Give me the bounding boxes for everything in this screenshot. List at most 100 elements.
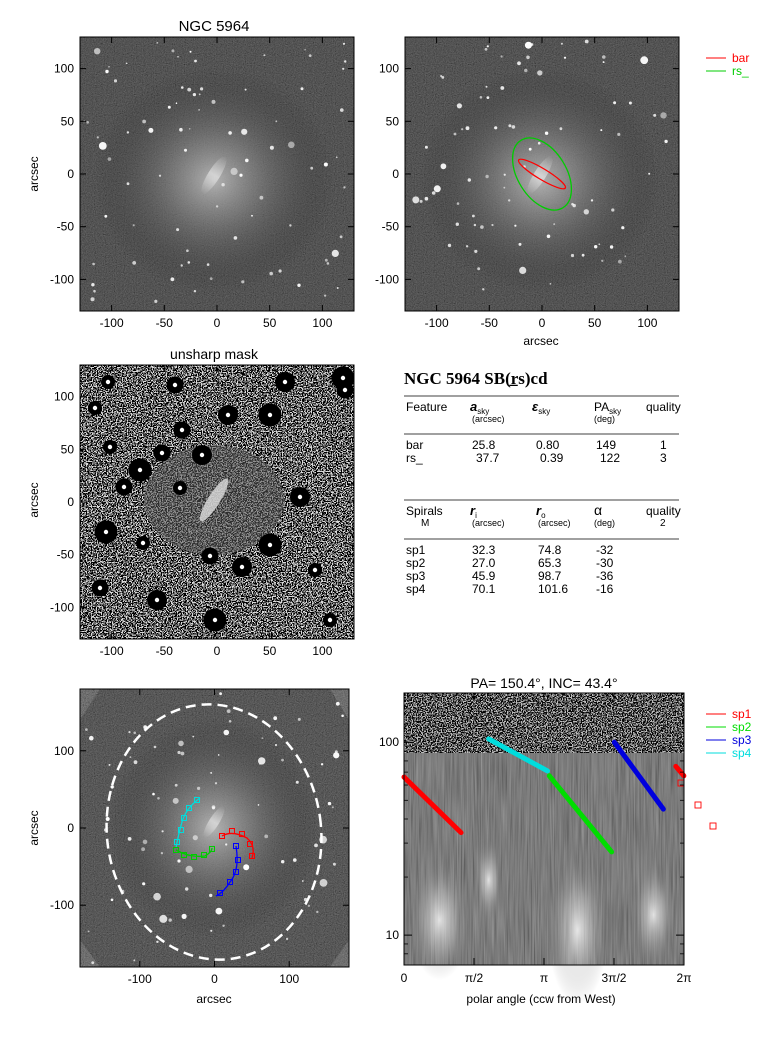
panel-polar-plot <box>401 692 717 1005</box>
star <box>600 129 603 132</box>
star <box>340 108 344 112</box>
star <box>159 914 168 923</box>
star <box>453 132 457 136</box>
star <box>456 103 462 109</box>
star <box>200 87 204 91</box>
star <box>511 125 516 129</box>
star <box>324 294 327 297</box>
y-tick-label: 100 <box>379 735 399 749</box>
star <box>572 203 576 208</box>
x-tick-label: 100 <box>312 316 332 330</box>
x-tick-label: 0 <box>214 644 221 658</box>
mask-star <box>212 617 218 623</box>
star <box>537 70 543 76</box>
x-tick-label: -50 <box>156 316 174 330</box>
star <box>327 801 332 806</box>
star <box>524 68 528 73</box>
star <box>154 299 158 303</box>
spiral-ro: 74.8 <box>538 543 562 557</box>
star <box>618 259 622 264</box>
mask-star <box>199 452 205 458</box>
star <box>223 729 230 736</box>
star <box>336 287 339 289</box>
arc-marker <box>235 857 241 863</box>
star <box>474 249 478 253</box>
star <box>278 269 282 273</box>
star <box>179 127 183 132</box>
star <box>514 224 517 227</box>
series-sp3 <box>611 739 666 812</box>
star <box>125 62 128 65</box>
star <box>486 45 489 48</box>
star <box>285 937 289 941</box>
star <box>210 771 213 774</box>
star <box>289 224 292 227</box>
x-tick-label: π/2 <box>465 971 484 985</box>
star <box>142 839 148 845</box>
star <box>482 288 485 291</box>
star <box>544 131 549 135</box>
star <box>660 112 667 119</box>
x-tick-label: 0 <box>211 972 218 986</box>
star <box>293 858 297 862</box>
y-tick-label: 100 <box>379 62 399 76</box>
panel3-ylabel: arcsec <box>27 482 41 517</box>
star <box>215 907 223 915</box>
mask-star <box>340 375 346 381</box>
panel2-axes: -100 -50 0 50 100 100 50 0 -50 -100 <box>375 37 679 330</box>
y-tick-label: 100 <box>54 390 74 404</box>
hdr-sp-quality: quality <box>646 504 681 518</box>
x-tick-label: 0 <box>214 316 221 330</box>
hdr-ro-unit: (arcsec) <box>538 518 571 528</box>
star <box>177 750 181 755</box>
x-tick-label: 2π <box>677 971 692 985</box>
spiral-ri: 70.1 <box>472 582 496 596</box>
star <box>181 913 187 920</box>
series-sp4 <box>486 736 550 774</box>
legend-label: bar <box>732 51 749 65</box>
star <box>461 128 464 131</box>
star <box>171 49 175 53</box>
star <box>185 887 189 891</box>
star <box>178 740 184 747</box>
star <box>142 882 146 886</box>
spiral-name: sp2 <box>406 556 426 570</box>
spiral-arc-4 <box>175 797 201 849</box>
polar-bright-regions <box>409 840 676 1005</box>
feature-pa: 149 <box>596 438 616 452</box>
feature-quality: 3 <box>660 451 667 465</box>
star <box>251 214 253 217</box>
x-tick-label: 3π/2 <box>602 971 627 985</box>
star <box>549 282 552 285</box>
star <box>209 893 213 898</box>
mask-star <box>103 529 109 535</box>
spiral-row: sp2 27.0 65.3 -30 <box>406 556 614 570</box>
star <box>113 79 118 83</box>
star <box>211 99 216 104</box>
y-tick-label: 50 <box>61 114 75 128</box>
x-tick-label: 0 <box>539 316 546 330</box>
panel5-ylabel: arcsec <box>27 810 41 845</box>
star <box>233 236 238 240</box>
spiral-ri: 32.3 <box>472 543 496 557</box>
star <box>485 85 488 88</box>
star <box>331 806 334 809</box>
mask-star <box>172 382 178 388</box>
star <box>526 55 530 60</box>
y-tick-label: 100 <box>54 62 74 76</box>
star <box>192 735 195 738</box>
series-sp1 <box>673 763 687 779</box>
hdr-ro: ro <box>536 503 546 520</box>
spiral-ri: 27.0 <box>472 556 496 570</box>
hdr-a-unit: (arcsec) <box>472 414 505 424</box>
star <box>176 228 180 232</box>
spiral-ri: 45.9 <box>472 569 496 583</box>
star <box>157 797 160 800</box>
star <box>85 728 88 731</box>
star <box>323 162 328 167</box>
panel3-title: unsharp mask <box>170 346 259 362</box>
star <box>126 182 130 186</box>
spiral-arc-3 <box>215 845 238 897</box>
overflow-marker <box>709 822 717 830</box>
